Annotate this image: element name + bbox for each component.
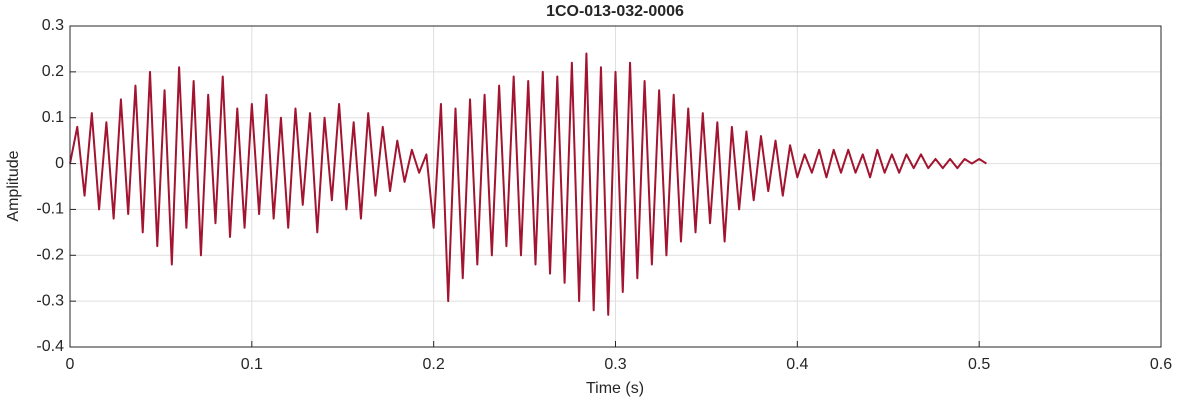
chart-title: 1CO-013-032-0006 [546, 3, 684, 20]
x-axis-label: Time (s) [586, 380, 644, 397]
waveform-line [69, 52, 987, 316]
x-tick-label: 0.1 [241, 356, 263, 373]
y-tick-label: 0.3 [42, 17, 64, 34]
y-tick-label: 0 [55, 155, 64, 172]
x-tick-label: 0 [66, 356, 75, 373]
x-tick-label: 0.2 [423, 356, 445, 373]
x-tick-label: 0.6 [1150, 356, 1172, 373]
ticks: -0.4 -0.3 -0.2 -0.1 0 0.1 0.2 0.3 0 0.1 0.2 0.3 0.4 0… [36, 17, 1172, 373]
y-tick-label: 0.2 [42, 63, 64, 80]
x-tick-label: 0.4 [786, 356, 808, 373]
plot [69, 52, 987, 316]
x-tick-label: 0.5 [968, 356, 990, 373]
x-tick-label: 0.3 [604, 356, 626, 373]
y-tick-label: 0.1 [42, 109, 64, 126]
y-tick-label: -0.4 [36, 338, 64, 355]
y-tick-label: -0.1 [36, 201, 64, 218]
y-axis-label: Amplitude [5, 150, 22, 221]
y-tick-label: -0.2 [36, 247, 64, 264]
y-tick-label: -0.3 [36, 292, 64, 309]
